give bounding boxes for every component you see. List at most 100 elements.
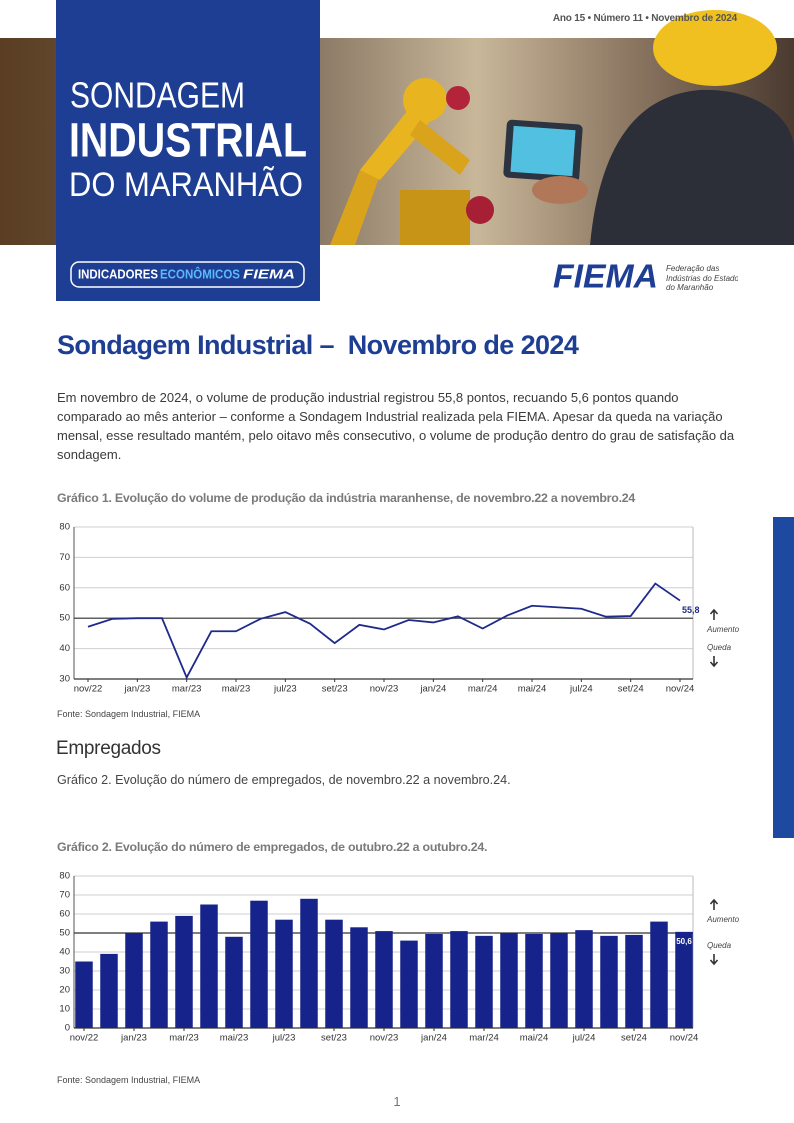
x-tick-label: mar/23 bbox=[172, 684, 202, 695]
x-tick-label: nov/22 bbox=[74, 684, 103, 695]
badge-text: ECONÔMICOS bbox=[160, 266, 240, 281]
banner-title: SONDAGEM bbox=[70, 75, 245, 116]
x-tick-label: jul/24 bbox=[569, 684, 593, 695]
source: Fonte: Sondagem Industrial, FIEMA bbox=[57, 709, 201, 719]
annotation: Aumento bbox=[706, 915, 740, 924]
arrow-down bbox=[709, 954, 719, 966]
y-tick-label: 40 bbox=[59, 643, 70, 654]
bar bbox=[600, 935, 618, 1028]
y-tick-label: 40 bbox=[59, 947, 70, 958]
y-tick-label: 80 bbox=[59, 522, 70, 533]
x-tick-label: mai/24 bbox=[520, 1033, 549, 1044]
bar bbox=[450, 931, 468, 1028]
x-tick-label: nov/24 bbox=[666, 684, 695, 695]
x-tick-label: set/23 bbox=[322, 684, 348, 695]
arrow-up bbox=[709, 608, 719, 620]
bar bbox=[500, 933, 518, 1028]
x-tick-label: nov/23 bbox=[370, 1033, 399, 1044]
y-tick-label: 50 bbox=[59, 928, 70, 939]
value-label: 55,8 bbox=[682, 605, 700, 615]
x-tick-label: nov/23 bbox=[370, 684, 399, 695]
x-tick-label: mar/24 bbox=[469, 1033, 499, 1044]
x-tick-label: mai/23 bbox=[220, 1033, 249, 1044]
issue: Ano 15 • Número 11 • Novembro de 2024 bbox=[552, 13, 737, 24]
bar bbox=[175, 915, 193, 1028]
bar bbox=[150, 921, 168, 1028]
bar bbox=[250, 900, 268, 1028]
worker bbox=[503, 10, 794, 245]
banner-title: INDUSTRIAL bbox=[69, 115, 307, 168]
y-tick-label: 80 bbox=[59, 871, 70, 882]
y-tick-label: 60 bbox=[59, 909, 70, 920]
bar bbox=[350, 927, 368, 1028]
y-tick-label: 70 bbox=[59, 890, 70, 901]
y-tick-label: 30 bbox=[59, 674, 70, 685]
bar bbox=[475, 935, 493, 1028]
x-tick-label: jan/24 bbox=[420, 1033, 447, 1044]
bar bbox=[125, 933, 143, 1028]
banner: SONDAGEM INDUSTRIAL DO MARANHÃO INDICADO… bbox=[0, 0, 794, 301]
y-tick-label: 70 bbox=[59, 552, 70, 563]
bar bbox=[575, 930, 593, 1028]
heading: Sondagem Industrial – Novembro de 2024 bbox=[57, 330, 579, 360]
x-tick-label: set/23 bbox=[321, 1033, 347, 1044]
bar bbox=[325, 919, 343, 1028]
value-label: 50,6 bbox=[676, 937, 692, 946]
section-title: Empregados bbox=[56, 738, 161, 759]
intro: Em novembro de 2024, o volume de produçã… bbox=[57, 390, 735, 462]
line bbox=[87, 582, 681, 680]
x-tick-label: jan/24 bbox=[419, 684, 446, 695]
x-tick-label: nov/22 bbox=[70, 1033, 99, 1044]
annotation: Queda bbox=[707, 643, 732, 652]
y-tick-label: 10 bbox=[59, 1004, 70, 1015]
x-tick-label: jul/24 bbox=[572, 1033, 596, 1044]
bar bbox=[200, 904, 218, 1028]
bar bbox=[75, 961, 93, 1028]
chart-title: Gráfico 2. Evolução do número de emprega… bbox=[57, 840, 488, 854]
badge-text: FIEMA bbox=[243, 266, 295, 281]
page-number: 1 bbox=[393, 1094, 401, 1109]
bar bbox=[100, 953, 118, 1028]
banner-title: DO MARANHÃO bbox=[69, 166, 303, 204]
bar bbox=[400, 940, 418, 1028]
x-tick-label: mai/23 bbox=[222, 684, 251, 695]
robot-arm bbox=[330, 78, 494, 245]
x-tick-label: mar/24 bbox=[468, 684, 498, 695]
annotation: Queda bbox=[707, 941, 732, 950]
annotation: Aumento bbox=[706, 625, 740, 634]
y-tick-label: 60 bbox=[59, 582, 70, 593]
badge bbox=[70, 261, 305, 288]
arrow-up bbox=[709, 898, 719, 910]
logo-caption-line: Federação das bbox=[666, 264, 720, 273]
bar bbox=[650, 921, 668, 1028]
y-tick-label: 20 bbox=[59, 985, 70, 996]
side-bar bbox=[773, 517, 794, 838]
chart-title: Gráfico 1. Evolução do volume de produçã… bbox=[57, 491, 636, 505]
x-tick-label: set/24 bbox=[618, 684, 644, 695]
bar bbox=[675, 931, 693, 1028]
bar bbox=[625, 934, 643, 1028]
source: Fonte: Sondagem Industrial, FIEMA bbox=[57, 1075, 201, 1085]
x-tick-label: nov/24 bbox=[670, 1033, 699, 1044]
bar bbox=[300, 898, 318, 1028]
y-tick-label: 0 bbox=[65, 1023, 70, 1034]
x-tick-label: mar/23 bbox=[169, 1033, 199, 1044]
x-tick-label: jul/23 bbox=[273, 684, 297, 695]
x-tick-label: jul/23 bbox=[272, 1033, 296, 1044]
bar bbox=[425, 933, 443, 1028]
logo-caption-line: do Maranhão bbox=[666, 283, 714, 292]
logo-caption: Federação das Indústrias do Estado do Ma… bbox=[666, 264, 738, 293]
x-tick-label: jan/23 bbox=[123, 684, 150, 695]
x-tick-label: mai/24 bbox=[518, 684, 547, 695]
bar bbox=[225, 936, 243, 1028]
x-tick-label: jan/23 bbox=[120, 1033, 147, 1044]
bar bbox=[275, 919, 293, 1028]
logo-caption-line: Indústrias do Estado bbox=[666, 273, 738, 283]
badge-text: INDICADORES bbox=[78, 266, 158, 281]
y-tick-label: 30 bbox=[59, 966, 70, 977]
section-caption: Gráfico 2. Evolução do número de emprega… bbox=[57, 773, 511, 787]
title-panel bbox=[56, 0, 320, 301]
logo: FIEMA bbox=[553, 258, 658, 295]
